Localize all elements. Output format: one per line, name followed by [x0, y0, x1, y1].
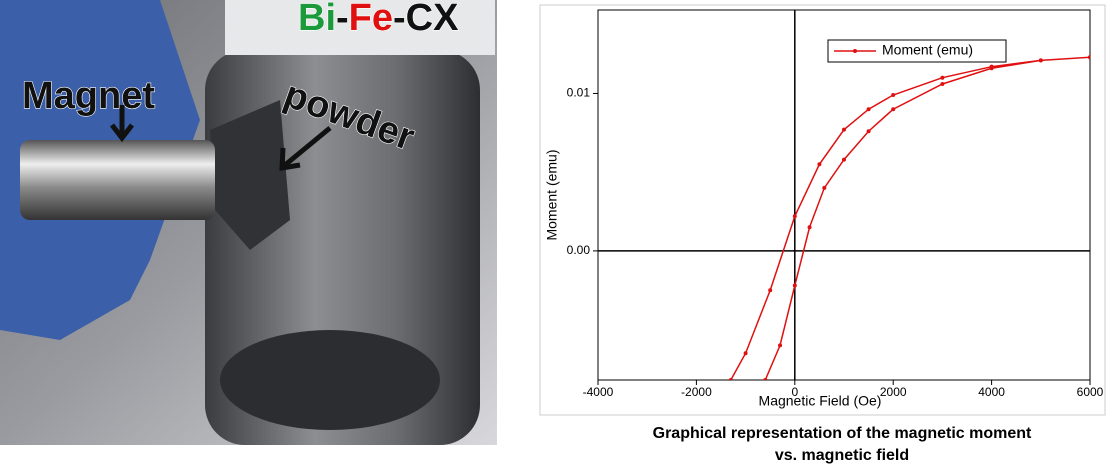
- x-tick-label: 4000: [978, 385, 1005, 399]
- plot-series: [728, 55, 1090, 380]
- data-point: [842, 127, 846, 132]
- data-point: [822, 185, 827, 190]
- x-tick-label: 2000: [880, 385, 907, 399]
- caption: vs. magnetic field: [775, 447, 909, 464]
- data-point: [891, 107, 896, 112]
- x-axis-label: Magnetic Field (Oe): [759, 393, 882, 409]
- y-axis-label: Moment (emu): [544, 149, 560, 240]
- data-point: [940, 82, 945, 86]
- data-point: [728, 378, 733, 380]
- photo: Magnet Bi-Fe-CX powder: [0, 0, 497, 445]
- data-point: [792, 214, 797, 219]
- sample-label-part: Bi: [298, 0, 336, 39]
- y-tick-label: 0.01: [567, 86, 591, 100]
- sample-label-part: -: [336, 0, 349, 39]
- legend-marker: [853, 49, 857, 53]
- plot-area: [597, 9, 1091, 381]
- data-point: [940, 75, 945, 80]
- chart-frame: [539, 4, 1106, 416]
- sample-label-part: Fe: [349, 0, 393, 39]
- sample-label: Bi-Fe-CX: [298, 0, 459, 39]
- data-point: [866, 129, 871, 134]
- data-point: [792, 283, 797, 288]
- data-point: [1038, 58, 1043, 63]
- data-point: [989, 66, 994, 71]
- caption: Graphical representation of the magnetic…: [653, 425, 1032, 442]
- data-point: [807, 225, 812, 230]
- data-point: [817, 162, 822, 167]
- data-point: [842, 157, 846, 162]
- data-point: [778, 343, 783, 348]
- data-point: [866, 107, 871, 112]
- data-point: [763, 378, 768, 380]
- legend-box: [827, 39, 1007, 63]
- sample-label-part: -CX: [393, 0, 459, 39]
- x-tick-label: -2000: [681, 385, 712, 399]
- legend-label: Moment (emu): [882, 42, 973, 58]
- data-point: [891, 93, 896, 98]
- data-point: [743, 351, 748, 356]
- magnet-label: Magnet: [22, 75, 155, 117]
- data-point: [768, 288, 773, 293]
- series-line: [729, 56, 1090, 380]
- x-tick-label: 0: [791, 385, 798, 399]
- x-tick-label: 6000: [1077, 385, 1104, 399]
- x-tick-label: -4000: [583, 385, 614, 399]
- data-point: [1088, 55, 1090, 60]
- y-tick-label: 0.00: [567, 243, 591, 257]
